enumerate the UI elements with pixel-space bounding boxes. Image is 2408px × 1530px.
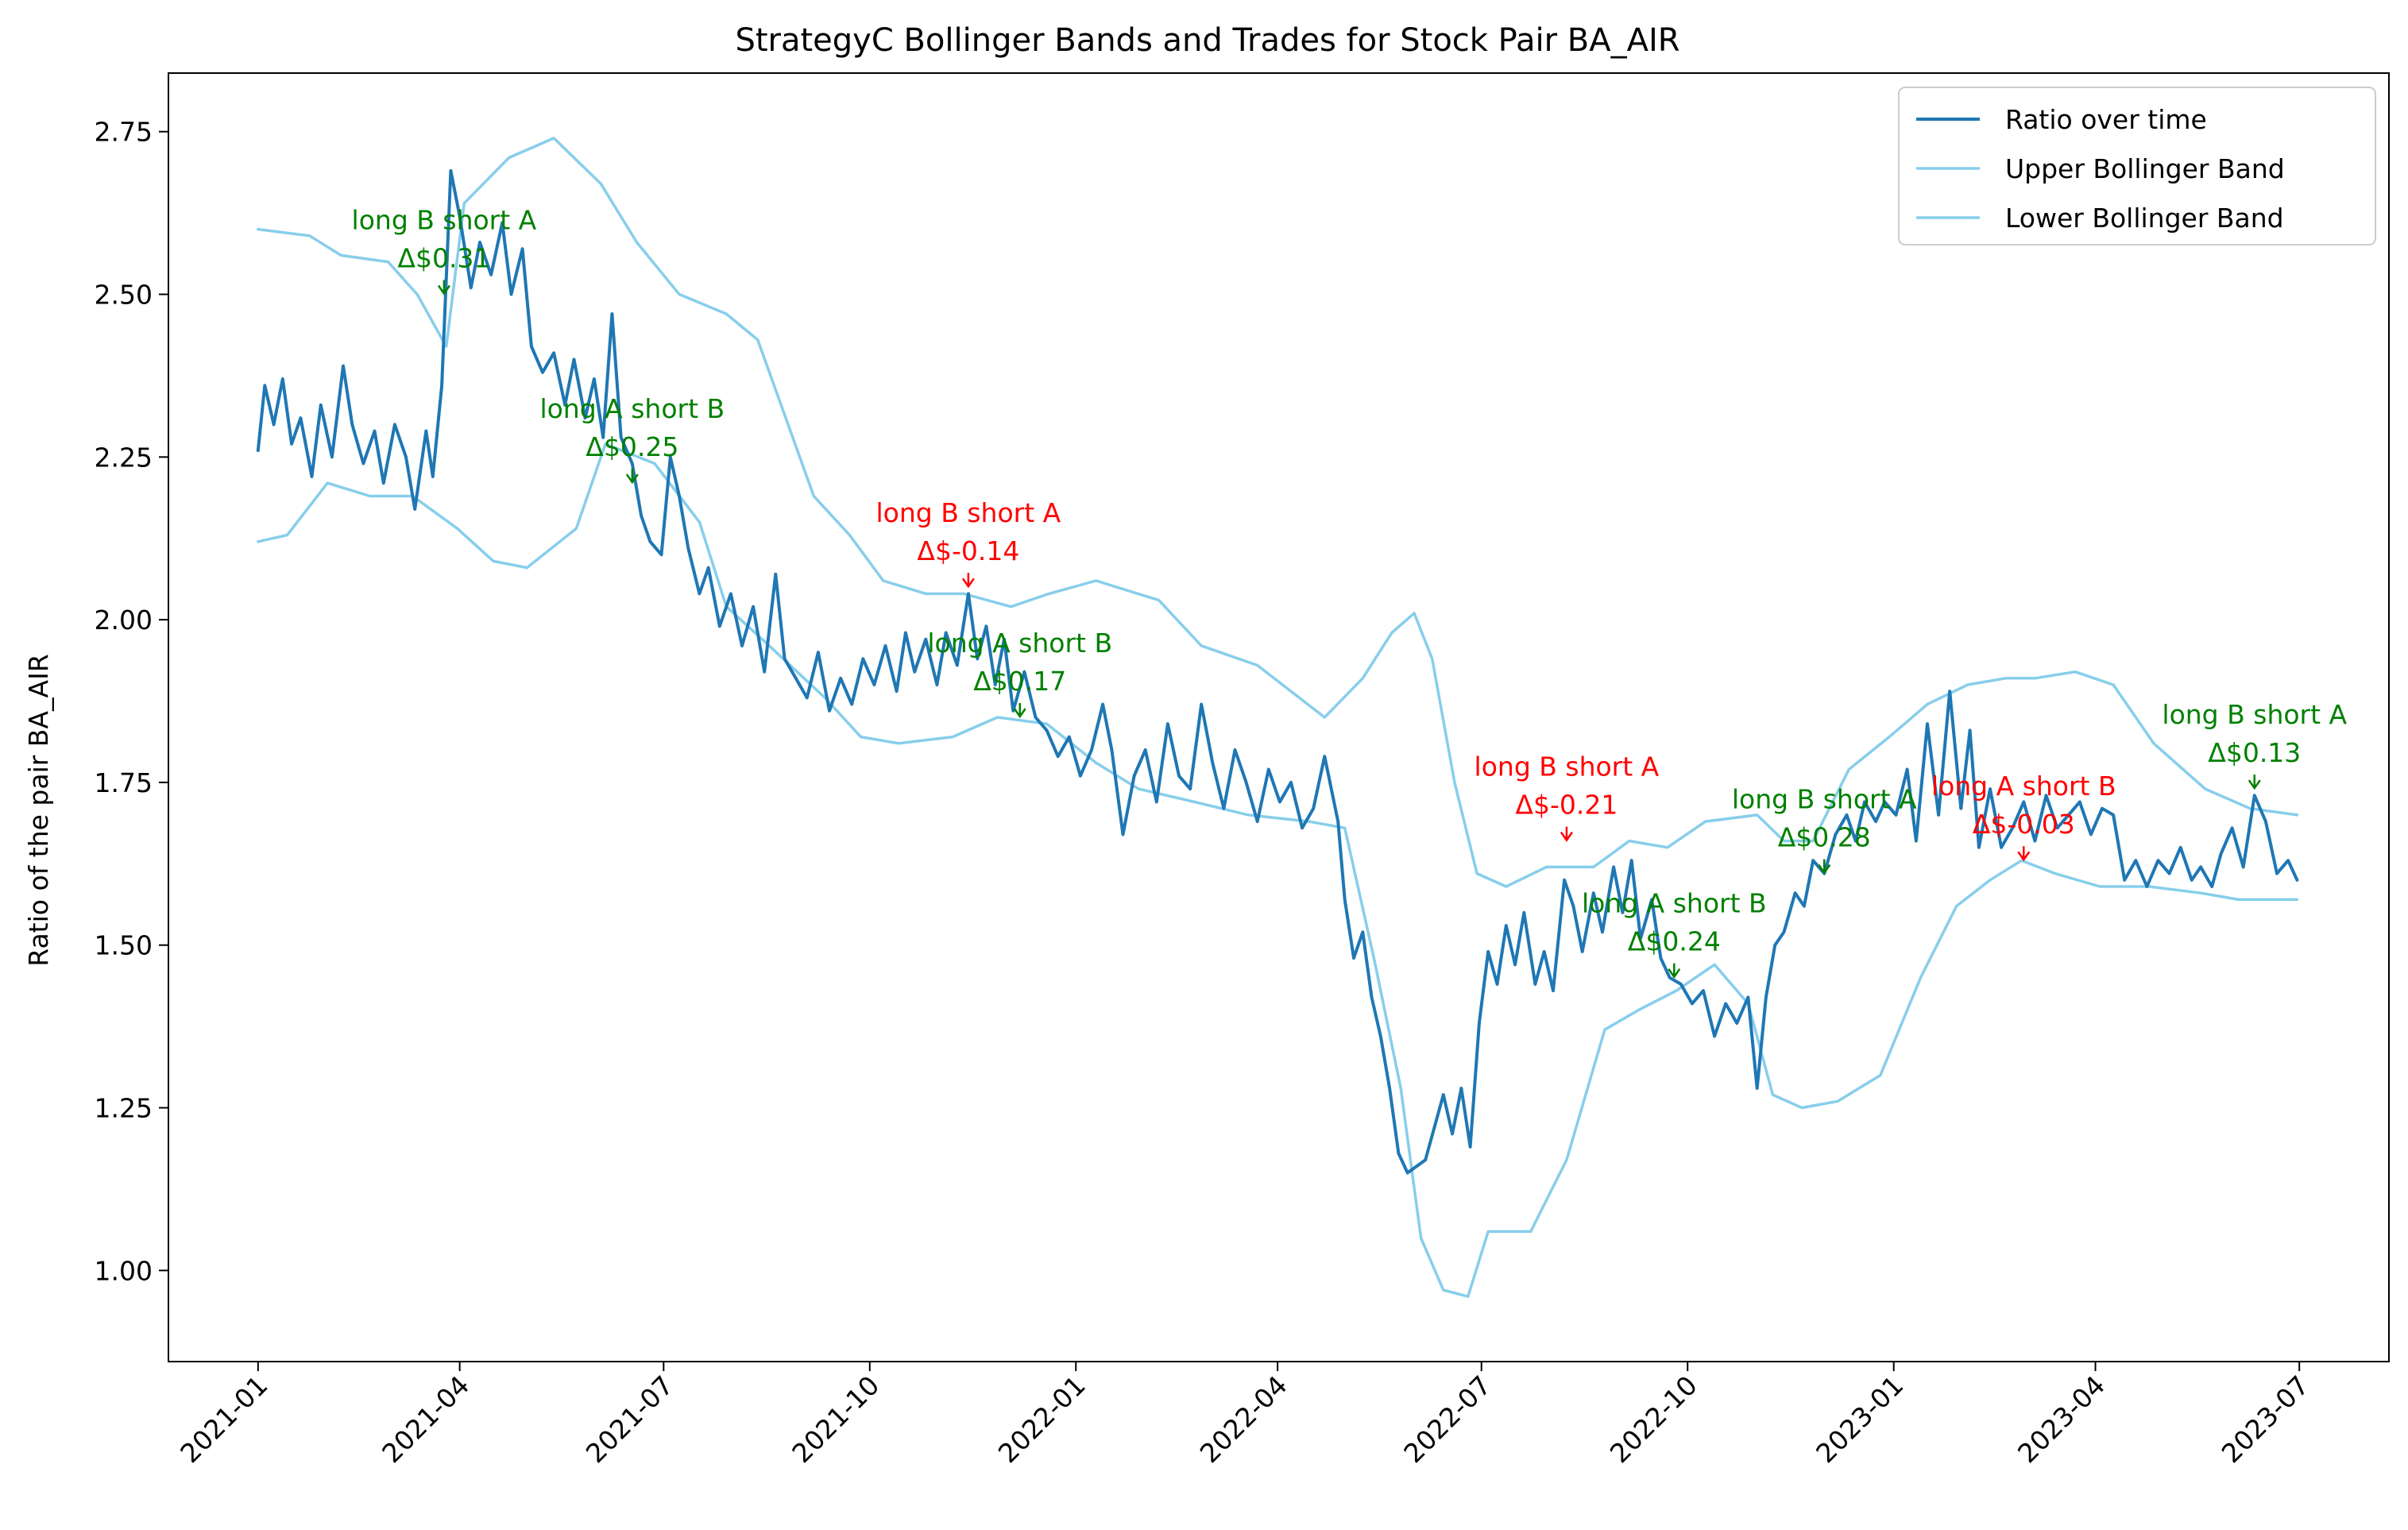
legend-label: Lower Bollinger Band (2005, 203, 2284, 234)
annotation-trade-label: long A short B (927, 628, 1112, 659)
y-tick-label: 1.00 (95, 1255, 153, 1286)
annotation-trade-label: long A short B (1931, 771, 2116, 802)
annotation-delta-label: Δ$0.13 (2208, 737, 2301, 768)
annotation-arrow-head (437, 284, 450, 296)
annotation-trade-label: long B short A (876, 497, 1061, 528)
annotation-delta-label: Δ$0.25 (586, 431, 678, 462)
annotation-trade-label: long B short A (352, 205, 537, 236)
annotation-arrow-head (2248, 779, 2261, 790)
legend: Ratio over time Upper Bollinger Band Lower… (1898, 87, 2376, 245)
annotation-delta-label: Δ$-0.14 (917, 535, 1019, 566)
annotation-arrow-head (2017, 851, 2031, 862)
y-tick-label: 2.25 (95, 442, 153, 473)
y-tick-label: 2.00 (95, 605, 153, 636)
series-line-ratio (256, 168, 2299, 1175)
y-tick-label: 1.75 (95, 767, 153, 798)
annotation-delta-label: Δ$0.24 (1628, 926, 1721, 957)
annotation-delta-label: Δ$0.28 (1778, 822, 1871, 853)
annotation-delta-label: Δ$0.31 (397, 243, 490, 274)
y-tick-label: 1.25 (95, 1093, 153, 1124)
annotation-trade-label: long A short B (1582, 888, 1767, 919)
y-axis-label: Ratio of the pair BA_AIR (23, 654, 54, 967)
legend-label: Ratio over time (2005, 104, 2207, 135)
legend-box (1898, 87, 2376, 245)
y-tick-label: 2.75 (95, 117, 153, 148)
plot-frame (168, 72, 2390, 1362)
annotation-arrow-head (1668, 968, 1681, 979)
legend-label: Upper Bollinger Band (2005, 153, 2285, 184)
annotation-arrow-head (961, 578, 975, 589)
annotation-arrow-head (1818, 864, 1831, 875)
annotation-arrow-head (1560, 831, 1573, 842)
y-tick-label: 1.50 (95, 930, 153, 961)
series-line-upper-band (257, 137, 2299, 888)
series-line-lower-band (257, 442, 2299, 1298)
annotation-trade-label: long B short A (1475, 751, 1660, 782)
annotation-trade-label: long B short A (2162, 699, 2347, 730)
annotation-delta-label: Δ$-0.21 (1515, 790, 1618, 821)
annotation-delta-label: Δ$-0.03 (1973, 809, 2075, 840)
annotation-arrow-head (625, 473, 639, 485)
annotation-trade-label: long B short A (1732, 784, 1917, 815)
y-tick-label: 2.50 (95, 280, 153, 311)
chart-title: StrategyC Bollinger Bands and Trades for… (735, 22, 1679, 59)
annotation-delta-label: Δ$0.17 (973, 666, 1066, 697)
annotation-arrow-head (1013, 708, 1026, 719)
annotation-trade-label: long A short B (539, 393, 725, 424)
